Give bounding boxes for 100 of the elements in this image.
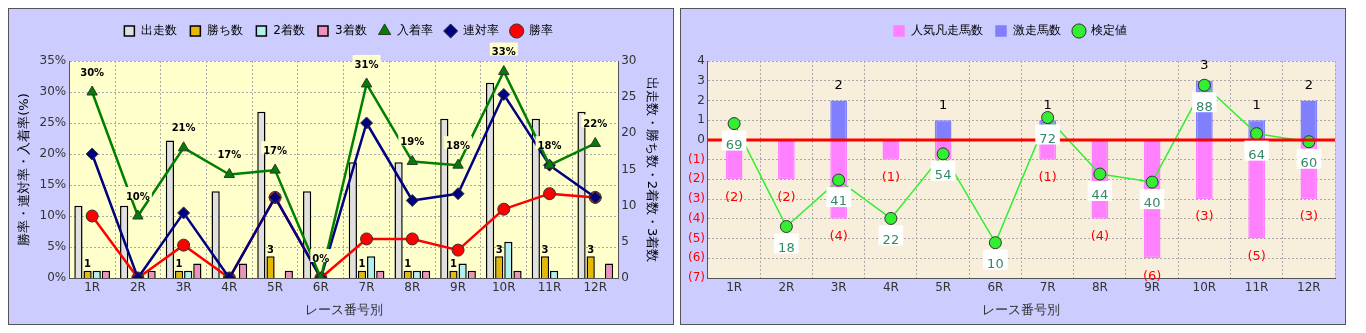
data-label: 18 (778, 239, 795, 255)
y-tick-label: 0% (47, 270, 67, 285)
data-label: 1 (84, 258, 92, 270)
y-tick-label: 10% (39, 208, 67, 223)
y2-tick-label: 10 (621, 197, 637, 212)
data-label: 0% (312, 252, 330, 264)
data-label: 3 (1200, 57, 1209, 73)
y-tick-label: 15% (39, 177, 67, 192)
y-tick-label: 2 (697, 92, 705, 107)
y-tick-label: 3 (697, 72, 705, 87)
data-label: 2 (834, 76, 843, 92)
legend-label: 2着数 (273, 23, 306, 38)
x-tick-label: 12R (583, 280, 608, 295)
x-tick-label: 9R (1144, 280, 1161, 295)
data-label: 1 (404, 258, 412, 270)
data-label: 88 (1196, 98, 1213, 114)
y-tick-label: (5) (688, 230, 705, 245)
data-label: 60 (1300, 155, 1318, 171)
data-label: 1 (938, 96, 948, 112)
data-label: (3) (1299, 208, 1319, 224)
legend-label: 出走数 (141, 23, 178, 38)
data-label: 1 (449, 258, 457, 270)
x-tick-label: 1R (726, 280, 743, 295)
data-label: 41 (830, 193, 847, 209)
data-label: 10 (987, 256, 1004, 272)
x-tick-label: 5R (267, 280, 284, 295)
x-tick-label: 11R (537, 280, 562, 295)
data-label: 21% (171, 122, 196, 134)
legend-label: 3着数 (335, 23, 367, 38)
data-label: 1 (175, 258, 183, 270)
data-label: 3 (587, 243, 595, 255)
data-label: 64 (1248, 147, 1265, 163)
x-tick-label: 12R (1297, 280, 1321, 295)
y-tick-label: 4 (697, 53, 705, 68)
y-tick-label: 5% (47, 239, 67, 254)
data-label: (3) (1195, 208, 1214, 224)
data-label: 2 (1304, 76, 1314, 92)
legend-label: 連対率 (462, 23, 499, 38)
data-label: 1 (1252, 96, 1261, 112)
y-tick-label: (6) (688, 250, 705, 265)
y-tick-label: 1 (697, 112, 705, 127)
data-label: 54 (934, 167, 952, 183)
data-label: 17% (217, 149, 242, 161)
y2-tick-label: 5 (621, 233, 629, 248)
legend-label: 勝率 (528, 23, 553, 38)
data-label: 72 (1039, 130, 1056, 146)
data-label: 44 (1091, 187, 1109, 203)
data-label: 10% (125, 190, 150, 202)
data-label: (2) (777, 188, 796, 204)
data-label: 19% (400, 136, 425, 148)
data-label: 18% (537, 139, 562, 151)
y-tick-label: (4) (688, 210, 705, 225)
x-axis-title: レース番号別 (304, 301, 383, 317)
x-tick-label: 4R (221, 280, 238, 295)
y2-tick-label: 15 (621, 161, 637, 176)
x-tick-label: 3R (830, 280, 847, 295)
x-axis-title: レース番号別 (982, 301, 1061, 317)
data-label: (1) (881, 169, 901, 185)
data-label: 22% (583, 118, 608, 130)
y-axis-title: 勝率・連対率・入着率(%) (16, 93, 32, 246)
data-label: (5) (1247, 247, 1266, 263)
data-label: (1) (1038, 169, 1057, 185)
x-tick-label: 10R (491, 280, 516, 295)
y-tick-label: 20% (39, 146, 67, 161)
x-tick-label: 1R (84, 280, 101, 295)
x-tick-label: 2R (778, 280, 795, 295)
data-label: 1 (358, 258, 366, 270)
data-label: (2) (724, 188, 744, 204)
legend-label: 人気凡走馬数 (911, 23, 983, 38)
y-tick-label: 35% (39, 53, 67, 68)
data-label: 3 (495, 243, 503, 255)
x-tick-label: 5R (935, 280, 952, 295)
x-tick-label: 6R (312, 280, 329, 295)
y-tick-label: 0 (697, 132, 705, 147)
x-tick-label: 3R (175, 280, 192, 295)
x-tick-label: 6R (987, 280, 1004, 295)
data-label: 69 (725, 136, 743, 152)
data-label: 1 (1043, 96, 1052, 112)
data-label: 17% (263, 144, 288, 156)
data-label: 31% (354, 58, 379, 70)
x-tick-label: 4R (882, 280, 899, 295)
data-label: (4) (829, 228, 848, 244)
y2-tick-label: 25 (621, 89, 637, 104)
y-tick-label: 25% (39, 115, 67, 130)
x-tick-label: 8R (1091, 280, 1108, 295)
data-label: 18% (446, 139, 471, 151)
x-tick-label: 9R (450, 280, 467, 295)
x-tick-label: 7R (358, 280, 375, 295)
data-label: 30% (80, 66, 105, 78)
data-label: 3 (267, 243, 275, 255)
x-tick-label: 7R (1039, 280, 1056, 295)
legend-label: 検定値 (1091, 23, 1127, 38)
y2-tick-label: 20 (621, 125, 637, 140)
x-tick-label: 2R (129, 280, 146, 295)
y2-tick-label: 0 (621, 270, 629, 285)
x-tick-label: 8R (404, 280, 421, 295)
y-tick-label: 30% (39, 84, 67, 99)
y-tick-label: (7) (688, 270, 705, 285)
x-tick-label: 10R (1192, 280, 1217, 295)
y-tick-label: (1) (688, 151, 705, 166)
